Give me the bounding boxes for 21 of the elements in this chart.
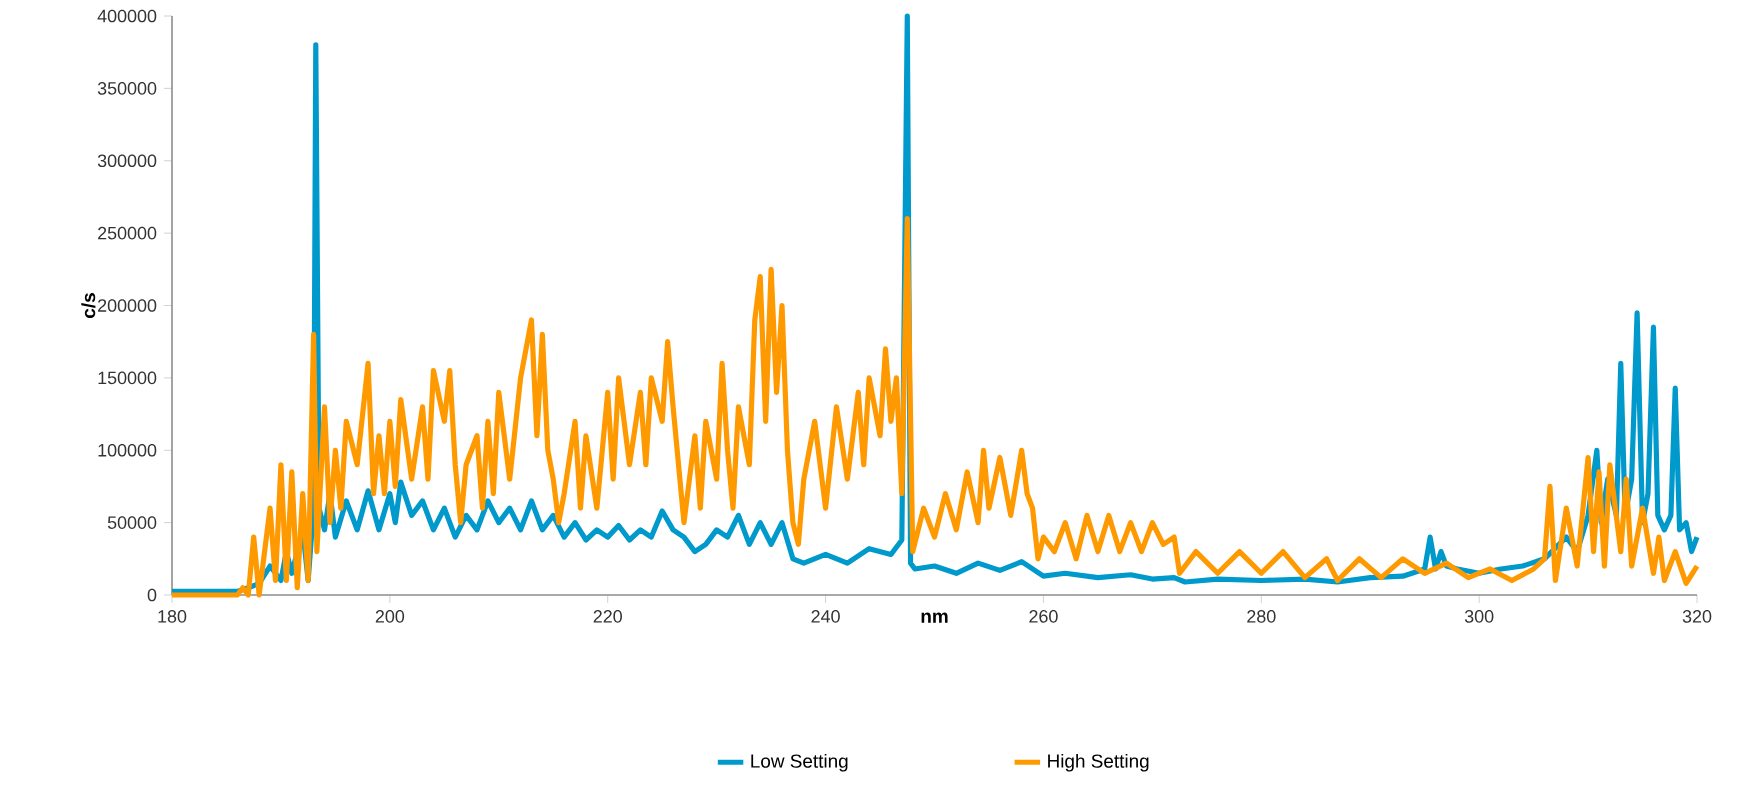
y-tick-label: 50000 — [107, 516, 157, 529]
y-tick-label: 0 — [147, 588, 157, 602]
x-axis-title: nm — [921, 612, 948, 623]
y-tick-label: 350000 — [97, 82, 157, 95]
x-tick-label: 280 — [1247, 610, 1276, 623]
legend-label: Low Setting — [751, 753, 848, 772]
x-tick-label: 260 — [1029, 610, 1058, 623]
y-tick-label: 400000 — [97, 9, 157, 23]
x-tick-label: 300 — [1464, 610, 1494, 623]
y-tick-label: 200000 — [98, 299, 157, 312]
y-axis-title: c/s — [81, 293, 96, 318]
x-tick-label: 180 — [158, 610, 187, 623]
x-tick-label: 220 — [593, 610, 622, 623]
y-tick-label: 250000 — [98, 226, 157, 240]
y-tick-label: 300000 — [97, 154, 157, 168]
x-tick-label: 240 — [811, 610, 840, 623]
legend-label: High Setting — [1048, 753, 1149, 772]
y-tick-label: 100000 — [98, 443, 157, 457]
x-tick-label: 320 — [1682, 610, 1712, 623]
y-tick-label: 150000 — [98, 371, 157, 385]
x-tick-label: 200 — [375, 610, 405, 623]
